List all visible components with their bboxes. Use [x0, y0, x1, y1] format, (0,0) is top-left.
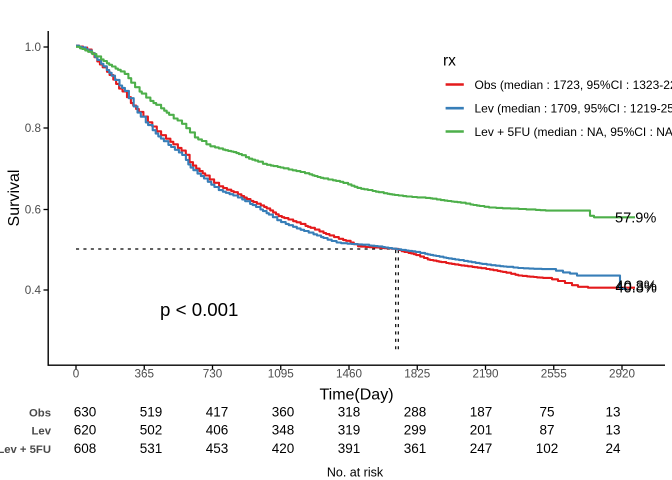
svg-text:24: 24	[605, 441, 621, 456]
svg-text:rx: rx	[443, 53, 456, 70]
svg-text:Survival: Survival	[6, 170, 23, 227]
svg-text:187: 187	[470, 404, 493, 419]
svg-text:57.9%: 57.9%	[615, 211, 656, 227]
svg-text:730: 730	[203, 368, 223, 381]
svg-text:No. at risk: No. at risk	[327, 465, 384, 479]
svg-text:201: 201	[470, 423, 493, 438]
svg-text:40.8%: 40.8%	[616, 281, 657, 297]
svg-text:Obs (median : 1723, 95%CI : 13: Obs (median : 1723, 95%CI : 1323-2255)	[475, 78, 672, 92]
svg-text:247: 247	[470, 441, 493, 456]
svg-text:531: 531	[140, 441, 163, 456]
svg-text:0: 0	[73, 368, 80, 381]
svg-text:Obs: Obs	[29, 407, 51, 419]
svg-text:87: 87	[539, 423, 554, 438]
svg-text:417: 417	[206, 404, 229, 419]
svg-text:519: 519	[140, 404, 163, 419]
svg-text:1460: 1460	[336, 368, 363, 381]
svg-text:318: 318	[338, 404, 361, 419]
svg-text:2920: 2920	[609, 368, 636, 381]
svg-text:406: 406	[206, 423, 229, 438]
svg-text:Time(Day): Time(Day)	[319, 387, 393, 404]
svg-text:620: 620	[74, 423, 97, 438]
svg-text:102: 102	[536, 441, 559, 456]
svg-text:365: 365	[134, 368, 154, 381]
svg-text:13: 13	[605, 423, 620, 438]
svg-text:608: 608	[74, 441, 97, 456]
svg-text:361: 361	[404, 441, 427, 456]
svg-text:13: 13	[605, 404, 620, 419]
svg-text:0.8: 0.8	[25, 122, 41, 135]
svg-text:0.6: 0.6	[25, 204, 41, 217]
svg-text:348: 348	[272, 423, 295, 438]
svg-text:p < 0.001: p < 0.001	[160, 299, 238, 320]
svg-text:391: 391	[338, 441, 361, 456]
svg-text:1825: 1825	[404, 368, 431, 381]
svg-text:Lev + 5FU: Lev + 5FU	[0, 444, 51, 456]
svg-text:453: 453	[206, 441, 229, 456]
svg-text:630: 630	[74, 404, 97, 419]
svg-text:40.3%: 40.3%	[616, 279, 657, 295]
svg-text:299: 299	[404, 423, 427, 438]
svg-text:288: 288	[404, 404, 427, 419]
svg-text:2190: 2190	[472, 368, 499, 381]
svg-text:Lev (median : 1709, 95%CI : 12: Lev (median : 1709, 95%CI : 1219-2570)	[475, 102, 672, 116]
svg-text:1.0: 1.0	[25, 41, 42, 54]
svg-text:1095: 1095	[268, 368, 295, 381]
svg-text:319: 319	[338, 423, 361, 438]
svg-text:Lev + 5FU (median : NA, 95%CI: Lev + 5FU (median : NA, 95%CI : NA-NA)	[475, 125, 672, 139]
svg-text:360: 360	[272, 404, 295, 419]
svg-text:502: 502	[140, 423, 163, 438]
svg-text:0.4: 0.4	[25, 284, 42, 297]
svg-text:75: 75	[539, 404, 554, 419]
svg-text:Lev: Lev	[32, 426, 52, 438]
svg-text:420: 420	[272, 441, 295, 456]
svg-text:2555: 2555	[541, 368, 568, 381]
